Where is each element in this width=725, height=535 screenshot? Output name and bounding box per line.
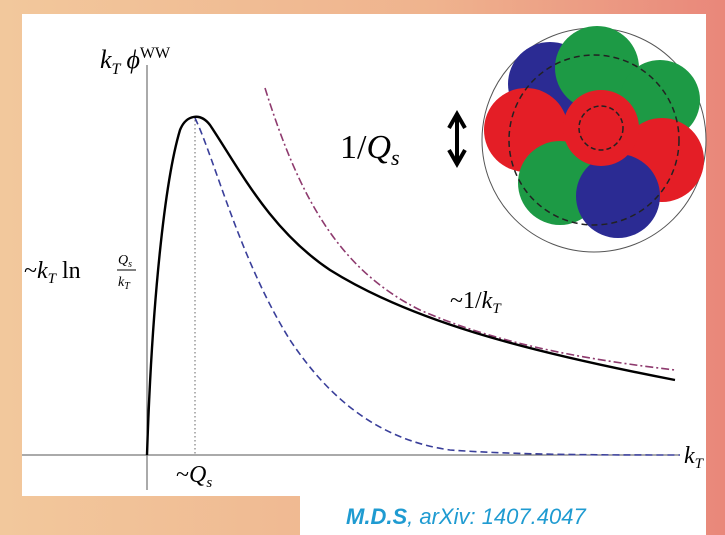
label-part: ϕ: [126, 45, 139, 74]
figure: kTϕWW 1/Qs ~kTln Qs kT ~1/kT kT ~Qs M.D.…: [0, 0, 725, 535]
page: kTϕWW 1/Qs ~kTln Qs kT ~1/kT kT ~Qs M.D.…: [0, 0, 725, 535]
scale-label: 1/Qs: [340, 129, 400, 170]
label-part: Q: [366, 129, 391, 166]
label-part: s: [391, 145, 400, 170]
label-part: T: [112, 61, 122, 78]
citation: M.D.S, arXiv: 1407.4047: [346, 504, 586, 529]
citation-source: , arXiv: 1407.4047: [407, 504, 586, 529]
label-part: Q: [118, 253, 128, 268]
label-part: k: [100, 45, 112, 74]
label-part: 1/: [340, 129, 367, 166]
label-part: k: [482, 288, 493, 314]
label-part: k: [37, 258, 48, 284]
label-part: ~1/: [450, 288, 482, 314]
nucleus-diagram: [482, 26, 706, 252]
label-part: ln: [62, 258, 81, 284]
label-part: WW: [140, 45, 171, 62]
label-part: ~: [24, 258, 37, 284]
label-part: s: [206, 475, 212, 491]
label-part: s: [128, 259, 132, 270]
label-part: ~: [176, 462, 189, 488]
label-part: Q: [189, 462, 206, 488]
citation-author: M.D.S: [346, 504, 407, 529]
label-part: k: [684, 443, 695, 469]
